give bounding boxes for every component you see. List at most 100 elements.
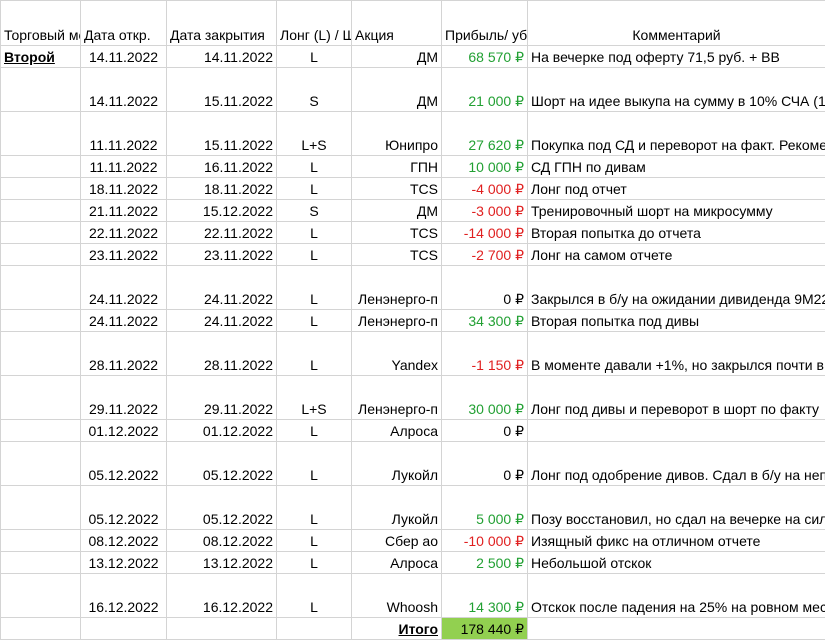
empty-cell[interactable]	[0, 617, 81, 640]
cell-ticker[interactable]: Ленэнерго-п	[351, 375, 442, 420]
cell-ticker[interactable]: ДМ	[351, 67, 442, 112]
cell-side[interactable]: L+S	[276, 375, 352, 420]
cell-ticker[interactable]: Сбер ао	[351, 529, 442, 552]
cell-side[interactable]: L	[276, 45, 352, 68]
cell-open-date[interactable]: 08.12.2022	[80, 529, 167, 552]
cell-close-date[interactable]: 05.12.2022	[166, 485, 277, 530]
cell-side[interactable]: L	[276, 331, 352, 376]
cell-pnl[interactable]: -4 000 ₽	[441, 177, 528, 200]
cell-pnl[interactable]: 27 620 ₽	[441, 111, 528, 156]
cell-open-date[interactable]: 05.12.2022	[80, 485, 167, 530]
cell-pnl[interactable]: 0 ₽	[441, 419, 528, 442]
cell-month[interactable]	[0, 551, 81, 574]
cell-comment[interactable]: На вечерке под оферту 71,5 руб. + ВВ	[527, 45, 825, 68]
cell-close-date[interactable]: 28.11.2022	[166, 331, 277, 376]
cell-comment[interactable]: СД ГПН по дивам	[527, 155, 825, 178]
cell-month[interactable]	[0, 111, 81, 156]
cell-pnl[interactable]: -3 000 ₽	[441, 199, 528, 222]
cell-side[interactable]: L	[276, 485, 352, 530]
cell-pnl[interactable]: 14 300 ₽	[441, 573, 528, 618]
cell-comment[interactable]: Вторая попытка до отчета	[527, 221, 825, 244]
header-side[interactable]: Лонг (L) / Шорт (S)	[276, 0, 352, 46]
empty-cell[interactable]	[276, 617, 352, 640]
cell-comment[interactable]: Небольшой отскок	[527, 551, 825, 574]
cell-month[interactable]	[0, 375, 81, 420]
header-ticker[interactable]: Акция	[351, 0, 442, 46]
cell-close-date[interactable]: 16.11.2022	[166, 155, 277, 178]
cell-open-date[interactable]: 24.11.2022	[80, 265, 167, 310]
cell-month[interactable]	[0, 485, 81, 530]
cell-open-date[interactable]: 29.11.2022	[80, 375, 167, 420]
cell-close-date[interactable]: 13.12.2022	[166, 551, 277, 574]
cell-ticker[interactable]: ДМ	[351, 45, 442, 68]
cell-comment[interactable]: Лонг под отчет	[527, 177, 825, 200]
cell-ticker[interactable]: TCS	[351, 243, 442, 266]
cell-open-date[interactable]: 11.11.2022	[80, 155, 167, 178]
cell-pnl[interactable]: 68 570 ₽	[441, 45, 528, 68]
cell-pnl[interactable]: 5 000 ₽	[441, 485, 528, 530]
total-label-cell[interactable]: Итого	[351, 617, 442, 640]
cell-open-date[interactable]: 23.11.2022	[80, 243, 167, 266]
cell-month[interactable]	[0, 529, 81, 552]
cell-comment[interactable]: В моменте давали +1%, но закрылся почти …	[527, 331, 825, 376]
cell-ticker[interactable]: Алроса	[351, 419, 442, 442]
total-value[interactable]: 178 440 ₽	[441, 617, 528, 640]
cell-close-date[interactable]: 16.12.2022	[166, 573, 277, 618]
cell-close-date[interactable]: 05.12.2022	[166, 441, 277, 486]
cell-ticker[interactable]: Yandex	[351, 331, 442, 376]
cell-open-date[interactable]: 11.11.2022	[80, 111, 167, 156]
cell-pnl[interactable]: 0 ₽	[441, 265, 528, 310]
cell-ticker[interactable]: Ленэнерго-п	[351, 265, 442, 310]
empty-cell[interactable]	[166, 617, 277, 640]
cell-comment[interactable]	[527, 419, 825, 442]
cell-side[interactable]: L	[276, 419, 352, 442]
cell-close-date[interactable]: 24.11.2022	[166, 309, 277, 332]
cell-open-date[interactable]: 01.12.2022	[80, 419, 167, 442]
cell-close-date[interactable]: 29.11.2022	[166, 375, 277, 420]
cell-ticker[interactable]: ДМ	[351, 199, 442, 222]
cell-close-date[interactable]: 14.11.2022	[166, 45, 277, 68]
cell-month[interactable]	[0, 441, 81, 486]
cell-month[interactable]	[0, 243, 81, 266]
cell-side[interactable]: L	[276, 265, 352, 310]
cell-close-date[interactable]: 22.11.2022	[166, 221, 277, 244]
cell-ticker[interactable]: Лукойл	[351, 485, 442, 530]
header-comment[interactable]: Комментарий	[527, 0, 825, 46]
cell-comment[interactable]: Вторая попытка под дивы	[527, 309, 825, 332]
cell-ticker[interactable]: Ленэнерго-п	[351, 309, 442, 332]
empty-cell[interactable]	[80, 617, 167, 640]
cell-open-date[interactable]: 18.11.2022	[80, 177, 167, 200]
cell-pnl[interactable]: 10 000 ₽	[441, 155, 528, 178]
cell-ticker[interactable]: TCS	[351, 221, 442, 244]
cell-comment[interactable]: Позу восстановил, но сдал на вечерке на …	[527, 485, 825, 530]
cell-open-date[interactable]: 05.12.2022	[80, 441, 167, 486]
empty-cell[interactable]	[527, 617, 825, 640]
cell-ticker[interactable]: Whoosh	[351, 573, 442, 618]
cell-close-date[interactable]: 15.12.2022	[166, 199, 277, 222]
cell-comment[interactable]: Лонг на самом отчете	[527, 243, 825, 266]
cell-month[interactable]	[0, 309, 81, 332]
cell-side[interactable]: L	[276, 441, 352, 486]
cell-pnl[interactable]: 21 000 ₽	[441, 67, 528, 112]
header-pnl[interactable]: Прибыль/ убыток	[441, 0, 528, 46]
cell-open-date[interactable]: 14.11.2022	[80, 45, 167, 68]
cell-month[interactable]	[0, 199, 81, 222]
cell-side[interactable]: L+S	[276, 111, 352, 156]
header-month[interactable]: Торговый месяц	[0, 0, 81, 46]
cell-pnl[interactable]: 30 000 ₽	[441, 375, 528, 420]
cell-side[interactable]: S	[276, 67, 352, 112]
cell-side[interactable]: L	[276, 221, 352, 244]
cell-side[interactable]: S	[276, 199, 352, 222]
cell-side[interactable]: L	[276, 573, 352, 618]
cell-pnl[interactable]: -1 150 ₽	[441, 331, 528, 376]
cell-comment[interactable]: Тренировочный шорт на микросумму	[527, 199, 825, 222]
cell-pnl[interactable]: 34 300 ₽	[441, 309, 528, 332]
cell-comment[interactable]: Лонг под дивы и переворот в шорт по факт…	[527, 375, 825, 420]
cell-month[interactable]: Второй	[0, 45, 81, 68]
cell-month[interactable]	[0, 67, 81, 112]
cell-side[interactable]: L	[276, 309, 352, 332]
cell-close-date[interactable]: 24.11.2022	[166, 265, 277, 310]
cell-close-date[interactable]: 15.11.2022	[166, 67, 277, 112]
cell-pnl[interactable]: -14 000 ₽	[441, 221, 528, 244]
cell-close-date[interactable]: 15.11.2022	[166, 111, 277, 156]
